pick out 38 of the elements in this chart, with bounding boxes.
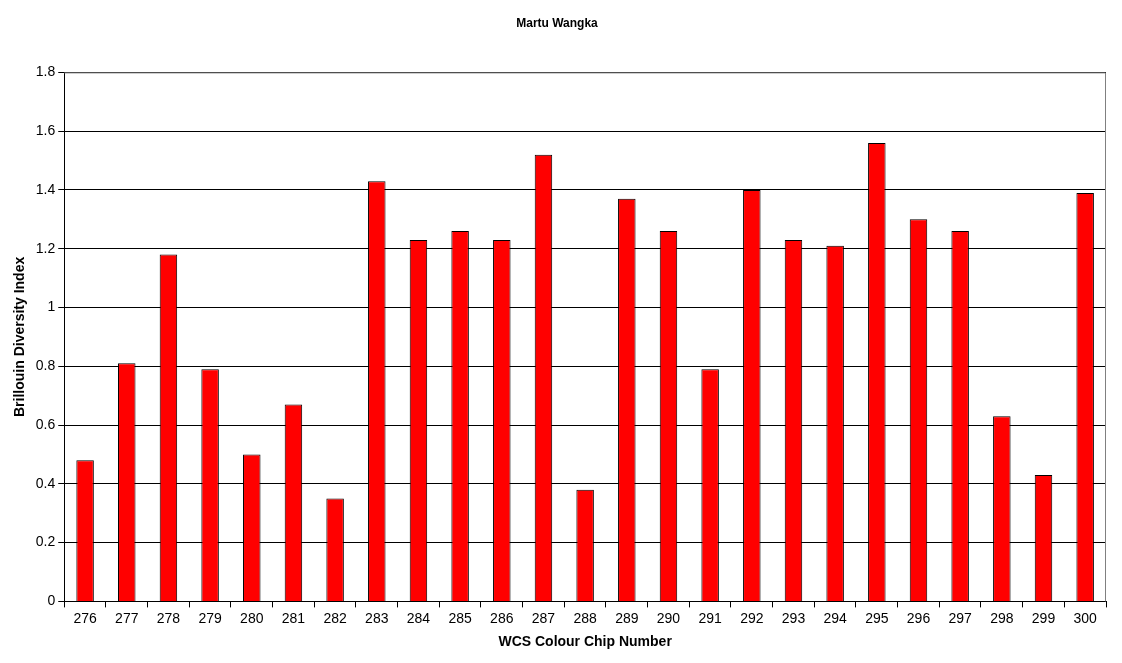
x-tick-label: 276 (73, 609, 97, 626)
y-tick-label: 1.2 (35, 239, 56, 256)
x-tick-label: 278 (156, 609, 181, 626)
x-tick-label: 293 (781, 609, 806, 626)
x-tick-label: 299 (1031, 609, 1056, 626)
y-tick-label: 1 (47, 298, 56, 315)
y-axis-title: Brillouin Diversity Index (11, 256, 28, 418)
x-tick-label: 300 (1073, 609, 1098, 626)
x-tick-label: 283 (365, 609, 389, 626)
x-tick-label: 284 (406, 609, 431, 626)
x-tick-label: 279 (198, 609, 222, 626)
x-tick-label: 282 (323, 609, 348, 626)
x-tick-label: 292 (740, 609, 764, 626)
x-tick-label: 281 (281, 609, 306, 626)
x-tick-label: 296 (906, 609, 931, 626)
x-tick-label: 285 (448, 609, 473, 626)
x-tick-label: 287 (531, 609, 556, 626)
x-tick-label: 286 (490, 609, 514, 626)
y-tick-label: 0.8 (35, 357, 56, 374)
x-tick-label: 297 (948, 609, 973, 626)
y-tick-label: 0.6 (35, 415, 56, 432)
x-tick-label: 288 (573, 609, 598, 626)
x-tick-label: 290 (656, 609, 681, 626)
x-tick-label: 294 (823, 609, 848, 626)
x-tick-label: 277 (115, 609, 139, 626)
y-tick-label: 0.4 (35, 474, 56, 491)
x-axis-title: WCS Colour Chip Number (498, 633, 673, 650)
x-tick-label: 298 (990, 609, 1014, 626)
x-tick-label: 295 (865, 609, 889, 626)
y-tick-label: 0 (47, 592, 56, 609)
x-tick-label: 280 (240, 609, 264, 626)
y-tick-label: 1.8 (35, 63, 56, 80)
chart-title: Martu Wangka (516, 15, 599, 30)
x-tick-label: 291 (698, 609, 723, 626)
y-tick-label: 0.2 (35, 533, 56, 550)
y-tick-label: 1.4 (35, 180, 56, 197)
x-tick-label: 289 (615, 609, 639, 626)
y-tick-label: 1.6 (35, 122, 56, 139)
